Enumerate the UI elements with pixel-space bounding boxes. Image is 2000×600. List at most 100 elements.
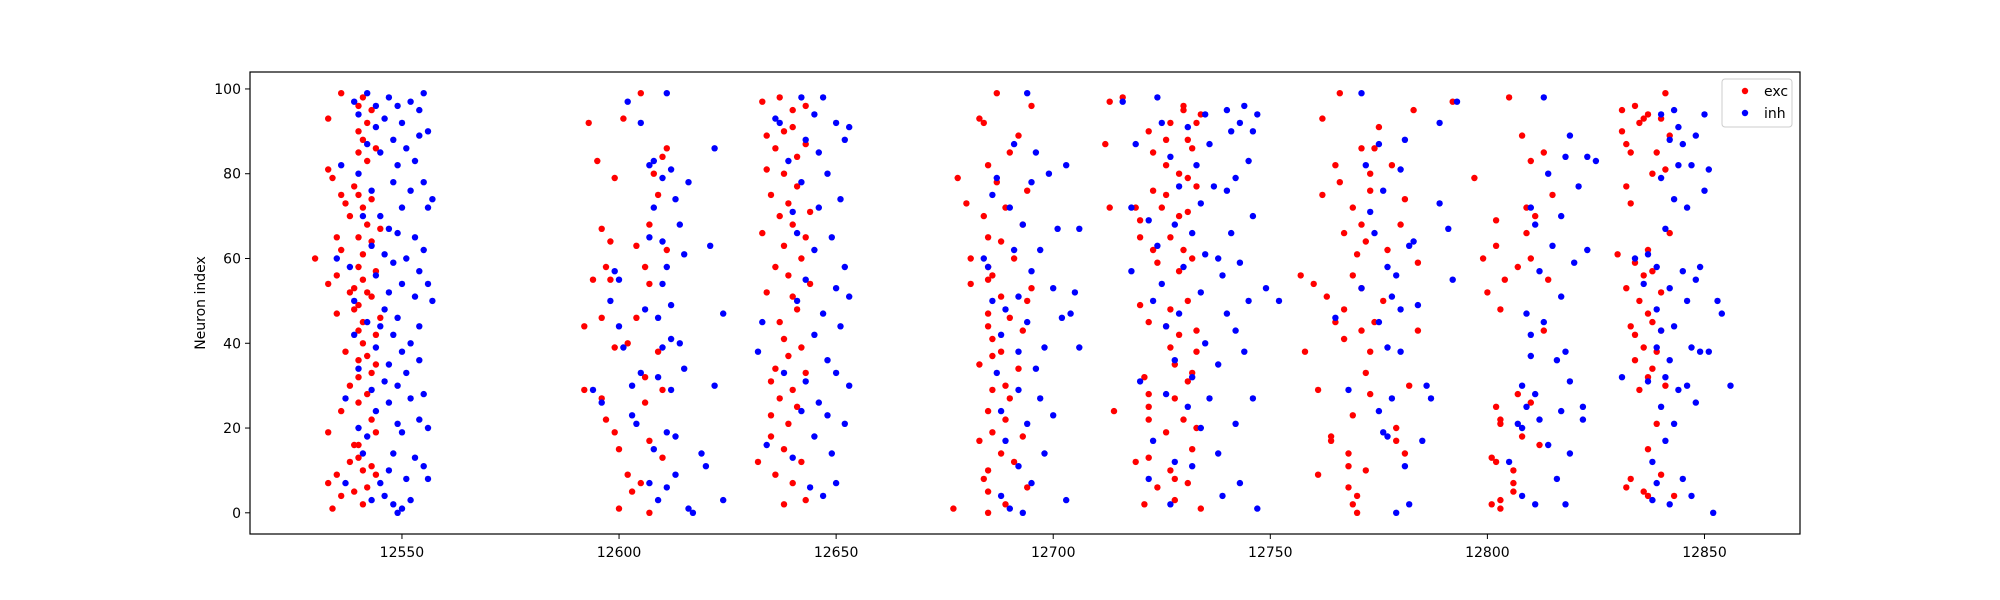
spike-point-inh <box>659 280 666 288</box>
spike-point-exc <box>355 128 362 135</box>
spike-point-exc <box>372 145 380 152</box>
spike-point-inh <box>372 123 380 131</box>
spike-point-inh <box>1397 348 1404 355</box>
spike-point-exc <box>1171 475 1179 483</box>
spike-point-inh <box>1184 403 1192 410</box>
spike-point-exc <box>1657 471 1665 478</box>
spike-point-exc <box>1532 212 1539 220</box>
spike-point-exc <box>1180 246 1187 254</box>
spike-point-inh <box>377 323 384 330</box>
spike-point-inh <box>802 276 809 283</box>
spike-point-exc <box>1384 246 1391 254</box>
spike-point-exc <box>1636 119 1643 127</box>
spike-point-exc <box>355 149 362 156</box>
spike-point-inh <box>1393 272 1400 279</box>
spike-point-inh <box>837 323 844 330</box>
spike-point-exc <box>1367 348 1374 355</box>
spike-point-inh <box>1696 263 1704 271</box>
spike-point-exc <box>346 382 354 389</box>
spike-point-inh <box>1705 166 1713 173</box>
spike-point-exc <box>1527 399 1535 406</box>
spike-point-exc <box>351 183 358 190</box>
spike-point-inh <box>355 111 362 118</box>
spike-point-inh <box>637 119 644 127</box>
spike-point-inh <box>1228 128 1235 135</box>
spike-point-inh <box>1254 505 1261 512</box>
spike-point-inh <box>1019 509 1026 516</box>
spike-point-exc <box>984 467 992 474</box>
spike-point-inh <box>377 479 384 487</box>
spike-point-exc <box>641 263 649 271</box>
spike-point-exc <box>377 225 384 232</box>
spike-point-inh <box>802 378 809 385</box>
spike-point-exc <box>1623 183 1630 190</box>
spike-point-exc <box>585 119 592 127</box>
spike-point-exc <box>1497 505 1504 512</box>
spike-point-inh <box>698 450 705 457</box>
spike-point-inh <box>685 505 692 512</box>
spike-point-exc <box>1653 420 1660 427</box>
spike-point-inh <box>1158 280 1166 288</box>
spike-point-exc <box>1623 484 1630 491</box>
spike-point-exc <box>615 446 623 453</box>
spike-point-exc <box>1349 412 1357 419</box>
spike-point-inh <box>338 162 345 169</box>
spike-point-exc <box>646 280 653 288</box>
spike-point-exc <box>1640 115 1647 122</box>
spike-point-inh <box>646 162 653 169</box>
spike-point-exc <box>338 407 345 415</box>
spike-point-exc <box>1145 454 1152 461</box>
spike-point-exc <box>776 395 783 402</box>
spike-point-inh <box>607 297 614 305</box>
spike-point-inh <box>372 272 380 279</box>
spike-point-exc <box>997 293 1005 300</box>
spike-point-exc <box>1492 458 1500 466</box>
spike-point-inh <box>650 446 657 453</box>
spike-point-inh <box>385 361 393 368</box>
spike-point-inh <box>424 128 432 135</box>
spike-point-exc <box>1636 386 1643 394</box>
spike-point-inh <box>1540 318 1548 326</box>
spike-point-inh <box>1015 463 1022 470</box>
spike-point-inh <box>711 382 718 389</box>
spike-point-exc <box>1171 496 1179 504</box>
spike-point-exc <box>1184 479 1192 487</box>
spike-point-inh <box>351 297 358 305</box>
spike-point-exc <box>1649 365 1656 372</box>
spike-point-inh <box>403 145 410 152</box>
spike-point-inh <box>1670 196 1678 203</box>
spike-point-exc <box>759 98 766 105</box>
spike-point-exc <box>1662 382 1669 389</box>
spike-point-exc <box>1649 268 1656 275</box>
spike-point-inh <box>398 348 406 355</box>
spike-point-exc <box>785 272 792 279</box>
spike-point-inh <box>1162 323 1170 330</box>
spike-point-exc <box>364 157 371 165</box>
spike-point-exc <box>1197 111 1205 118</box>
spike-point-inh <box>416 132 423 139</box>
spike-point-exc <box>984 407 992 415</box>
spike-point-inh <box>798 179 805 186</box>
spike-point-inh <box>589 386 597 394</box>
spike-point-inh <box>398 505 406 512</box>
spike-point-inh <box>1171 458 1179 466</box>
spike-point-inh <box>364 90 371 97</box>
spike-point-exc <box>1618 106 1626 114</box>
spike-point-exc <box>1145 390 1152 398</box>
spike-point-exc <box>659 153 666 160</box>
spike-point-exc <box>359 251 367 258</box>
spike-point-inh <box>377 149 384 156</box>
spike-point-exc <box>1162 162 1170 169</box>
spike-point-inh <box>798 94 805 101</box>
spike-point-inh <box>1662 225 1669 232</box>
spike-point-exc <box>997 238 1005 245</box>
spike-point-inh <box>1688 162 1695 169</box>
spike-point-exc <box>1479 255 1487 262</box>
spike-point-exc <box>963 200 970 207</box>
spike-point-inh <box>390 259 397 266</box>
spike-point-inh <box>1358 285 1365 292</box>
spike-point-exc <box>1193 348 1200 355</box>
spike-point-inh <box>1527 204 1535 211</box>
spike-point-inh <box>685 179 692 186</box>
spike-point-inh <box>1149 437 1157 444</box>
